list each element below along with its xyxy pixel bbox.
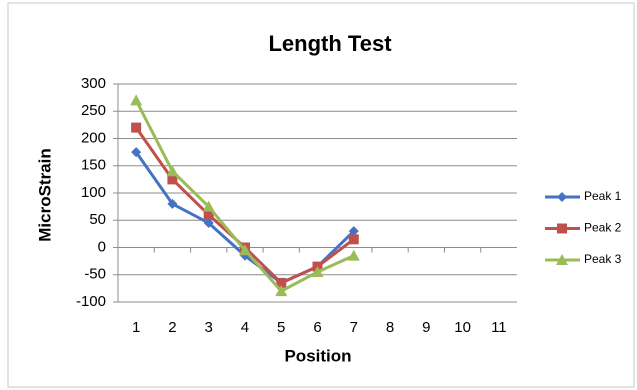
x-axis-label: Position	[284, 346, 351, 365]
data-point	[311, 266, 324, 278]
data-point	[131, 147, 142, 158]
data-point	[238, 244, 251, 256]
data-point	[347, 249, 360, 261]
x-tick-label: 10	[454, 319, 471, 336]
y-tick-label: 0	[98, 238, 106, 255]
legend-marker	[557, 192, 567, 202]
y-tick-label: 50	[89, 211, 106, 228]
legend-label: Peak 3	[584, 252, 622, 266]
chart-title: Length Test	[268, 31, 392, 56]
x-tick-label: 11	[491, 319, 507, 336]
y-tick-label: 200	[81, 129, 106, 146]
legend-label: Peak 2	[584, 221, 622, 235]
data-point	[130, 94, 143, 106]
data-point	[348, 234, 359, 245]
x-tick-label: 5	[277, 319, 285, 336]
data-point	[167, 174, 178, 185]
data-point	[348, 226, 359, 237]
legend-label: Peak 1	[584, 189, 622, 203]
x-tick-label: 3	[205, 319, 213, 336]
x-tick-label: 1	[132, 319, 140, 336]
x-tick-label: 2	[168, 319, 176, 336]
y-tick-label: 250	[81, 102, 106, 119]
data-point	[166, 165, 179, 177]
y-tick-label: -100	[76, 293, 106, 310]
data-point	[167, 198, 178, 209]
legend-marker	[556, 254, 568, 265]
chart-border	[7, 2, 635, 388]
data-point	[275, 285, 288, 297]
x-tick-label: 6	[313, 319, 321, 336]
data-point	[276, 277, 287, 288]
y-tick-label: 150	[81, 157, 106, 174]
y-tick-label: -50	[84, 266, 106, 283]
x-tick-label: 4	[241, 319, 249, 336]
data-point	[131, 122, 142, 133]
y-tick-label: 300	[81, 75, 106, 92]
legend-marker	[557, 223, 567, 234]
y-tick-label: 100	[81, 184, 106, 201]
data-point	[203, 217, 214, 228]
data-point	[203, 209, 214, 220]
x-tick-label: 7	[350, 319, 358, 336]
x-tick-label: 8	[386, 319, 394, 336]
x-tick-label: 9	[422, 319, 430, 336]
data-point	[202, 200, 215, 212]
y-axis-label: MicroStrain	[35, 148, 54, 242]
